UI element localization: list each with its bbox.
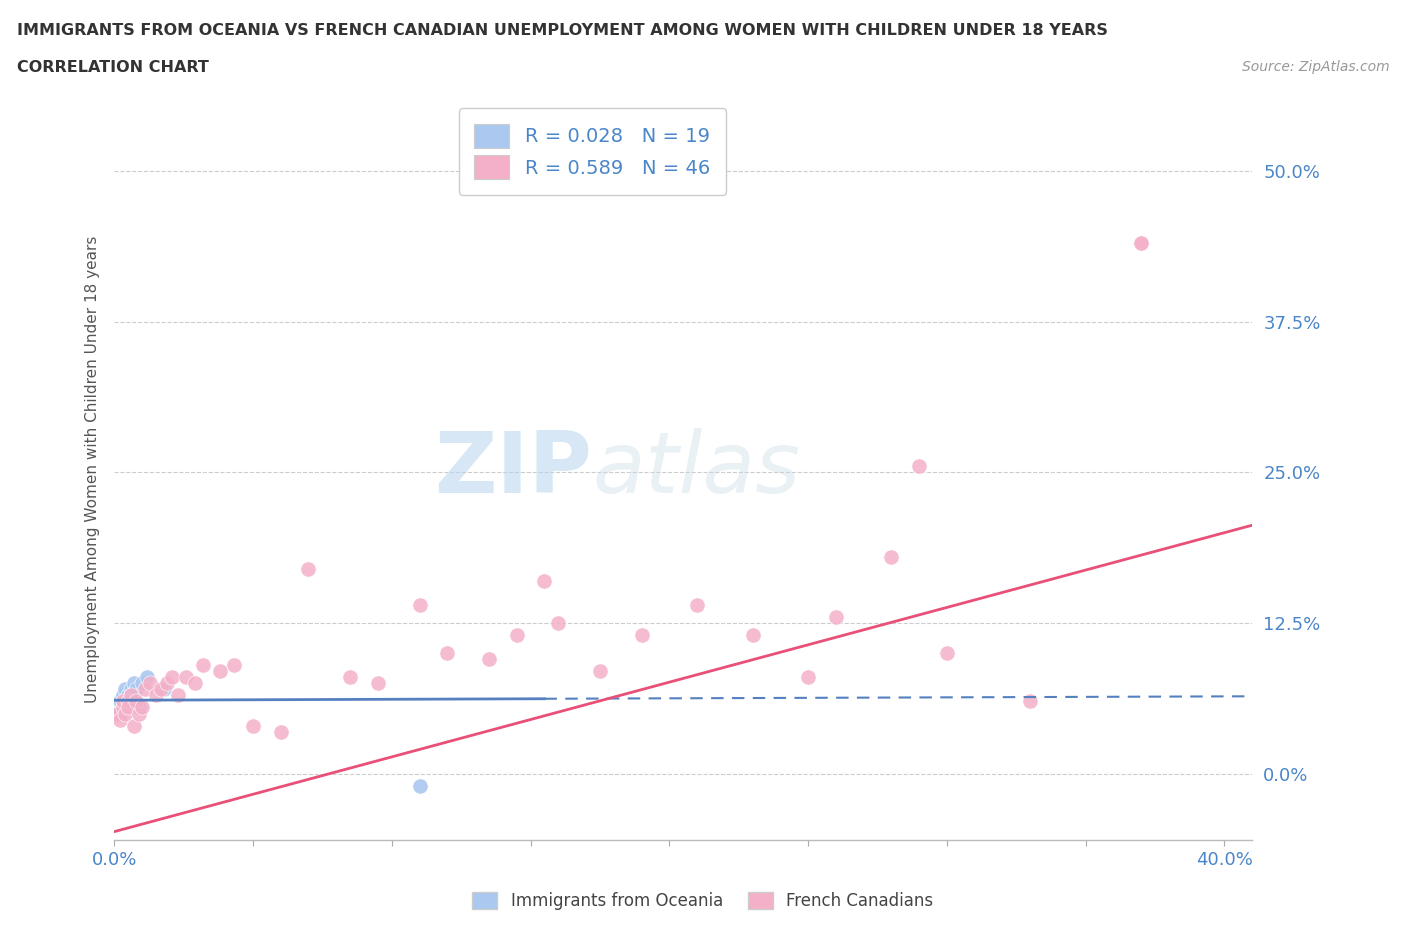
Point [741,628,763,643]
Point [122,694,145,709]
Point [824,610,846,625]
Point [114,706,136,721]
Point [108,694,131,709]
Point [797,670,820,684]
Point [436,645,458,660]
Text: CORRELATION CHART: CORRELATION CHART [17,60,208,75]
Point [128,706,150,721]
Point [136,670,159,684]
Point [167,688,190,703]
Point [880,550,903,565]
Point [150,682,173,697]
Text: IMMIGRANTS FROM OCEANIA VS FRENCH CANADIAN UNEMPLOYMENT AMONG WOMEN WITH CHILDRE: IMMIGRANTS FROM OCEANIA VS FRENCH CANADI… [17,23,1108,38]
Point [105,706,128,721]
Point [122,718,145,733]
Point [134,682,156,697]
Point [108,706,131,721]
Point [297,562,319,577]
Point [1130,236,1153,251]
Point [128,700,150,715]
Point [111,694,134,709]
Point [117,688,139,703]
Text: atlas: atlas [592,428,800,511]
Point [120,682,142,697]
Point [125,682,148,697]
Legend: Immigrants from Oceania, French Canadians: Immigrants from Oceania, French Canadian… [465,885,941,917]
Point [114,682,136,697]
Point [686,598,709,613]
Text: Source: ZipAtlas.com: Source: ZipAtlas.com [1241,60,1389,74]
Point [153,682,176,697]
Point [589,664,612,679]
Point [408,598,430,613]
Point [478,652,501,667]
Point [131,700,153,715]
Point [367,676,389,691]
Point [505,628,527,643]
Point [156,676,179,691]
Point [183,676,205,691]
Point [162,670,184,684]
Point [1019,694,1042,709]
Point [270,724,292,739]
Point [139,676,162,691]
Point [117,694,139,709]
Point [114,694,136,709]
Point [131,676,153,691]
Point [111,700,134,715]
Point [222,658,245,672]
Point [105,706,128,721]
Y-axis label: Unemployment Among Women with Children Under 18 years: Unemployment Among Women with Children U… [86,235,100,703]
Point [117,694,139,709]
Point [630,628,652,643]
Point [145,688,167,703]
Point [125,694,148,709]
Point [908,458,931,473]
Point [408,778,430,793]
Point [935,645,957,660]
Point [1130,236,1153,251]
Point [208,664,231,679]
Point [108,712,131,727]
Point [120,688,142,703]
Point [339,670,361,684]
Point [176,670,198,684]
Point [122,676,145,691]
Point [120,688,142,703]
Legend: R = 0.028   N = 19, R = 0.589   N = 46: R = 0.028 N = 19, R = 0.589 N = 46 [458,109,725,194]
Point [547,616,569,631]
Point [111,700,134,715]
Point [117,700,139,715]
Point [191,658,214,672]
Point [111,688,134,703]
Point [242,718,264,733]
Text: ZIP: ZIP [434,428,592,511]
Point [533,574,555,589]
